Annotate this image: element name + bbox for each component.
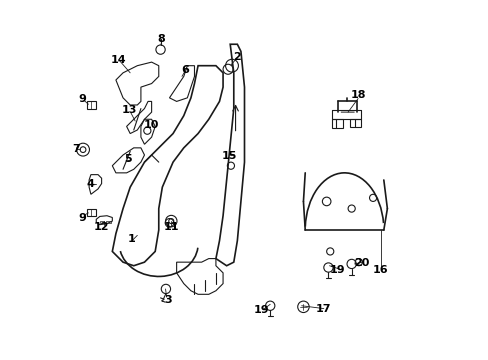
Text: 14: 14 bbox=[111, 55, 126, 65]
Text: 5: 5 bbox=[124, 154, 132, 164]
Bar bbox=[331, 119, 343, 128]
Text: 19: 19 bbox=[253, 305, 269, 315]
Text: 3: 3 bbox=[163, 295, 171, 305]
Bar bbox=[100, 221, 104, 223]
Bar bbox=[106, 221, 110, 223]
Text: 17: 17 bbox=[315, 304, 330, 314]
Text: 20: 20 bbox=[353, 258, 368, 268]
Text: 9: 9 bbox=[78, 212, 86, 222]
Bar bbox=[86, 208, 95, 216]
Text: 9: 9 bbox=[78, 94, 86, 104]
Text: 11: 11 bbox=[163, 222, 179, 232]
Text: 6: 6 bbox=[181, 65, 189, 75]
Text: 4: 4 bbox=[86, 179, 94, 189]
Text: 7: 7 bbox=[72, 144, 80, 154]
Text: 15: 15 bbox=[222, 151, 237, 161]
Text: 13: 13 bbox=[122, 105, 137, 115]
Text: 10: 10 bbox=[143, 120, 159, 130]
Text: 12: 12 bbox=[94, 222, 109, 232]
Text: 1: 1 bbox=[128, 234, 136, 244]
Text: 2: 2 bbox=[232, 52, 240, 62]
Text: 19: 19 bbox=[329, 265, 345, 275]
Text: 18: 18 bbox=[350, 90, 366, 100]
Bar bbox=[349, 119, 360, 127]
Bar bbox=[86, 102, 95, 109]
Text: 16: 16 bbox=[372, 265, 387, 275]
Text: 8: 8 bbox=[158, 34, 165, 44]
